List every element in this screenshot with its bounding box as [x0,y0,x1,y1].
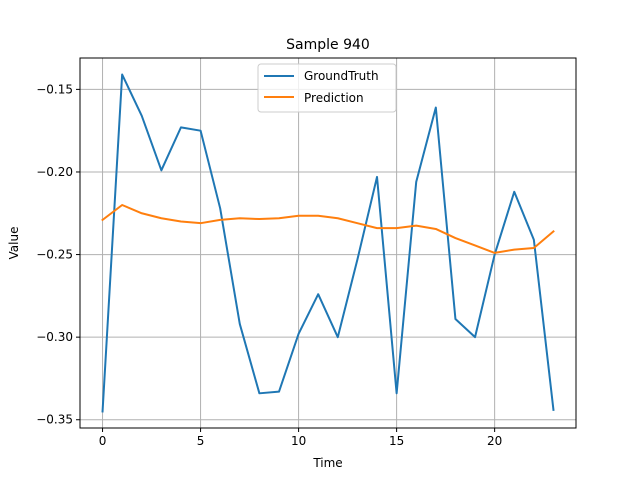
series-line-prediction [101,204,555,254]
y-axis-label: Value [7,227,21,260]
x-tick-label: 0 [99,434,107,448]
legend-label-groundtruth: GroundTruth [304,69,379,83]
y-tick-label: −0.15 [36,82,73,96]
plot-area-frame [79,57,577,429]
y-tick-label: −0.35 [36,413,73,427]
x-tick-label: 10 [291,434,306,448]
axis-ticks: 0 5 10 15 20 −0.15 −0.20 −0.25 −0.30 −0.35 [36,82,502,448]
series-lines [101,73,555,413]
y-tick-label: −0.25 [36,248,73,262]
y-tick-label: −0.30 [36,330,73,344]
y-tick-label: −0.20 [36,165,73,179]
chart-title: Sample 940 [286,37,370,53]
x-axis-label: Time [312,456,342,470]
legend-label-prediction: Prediction [304,91,364,105]
x-tick-label: 5 [197,434,205,448]
series-line-groundtruth [101,73,555,413]
legend: GroundTruth Prediction [257,63,397,113]
x-tick-label: 20 [487,434,502,448]
x-tick-label: 15 [389,434,404,448]
